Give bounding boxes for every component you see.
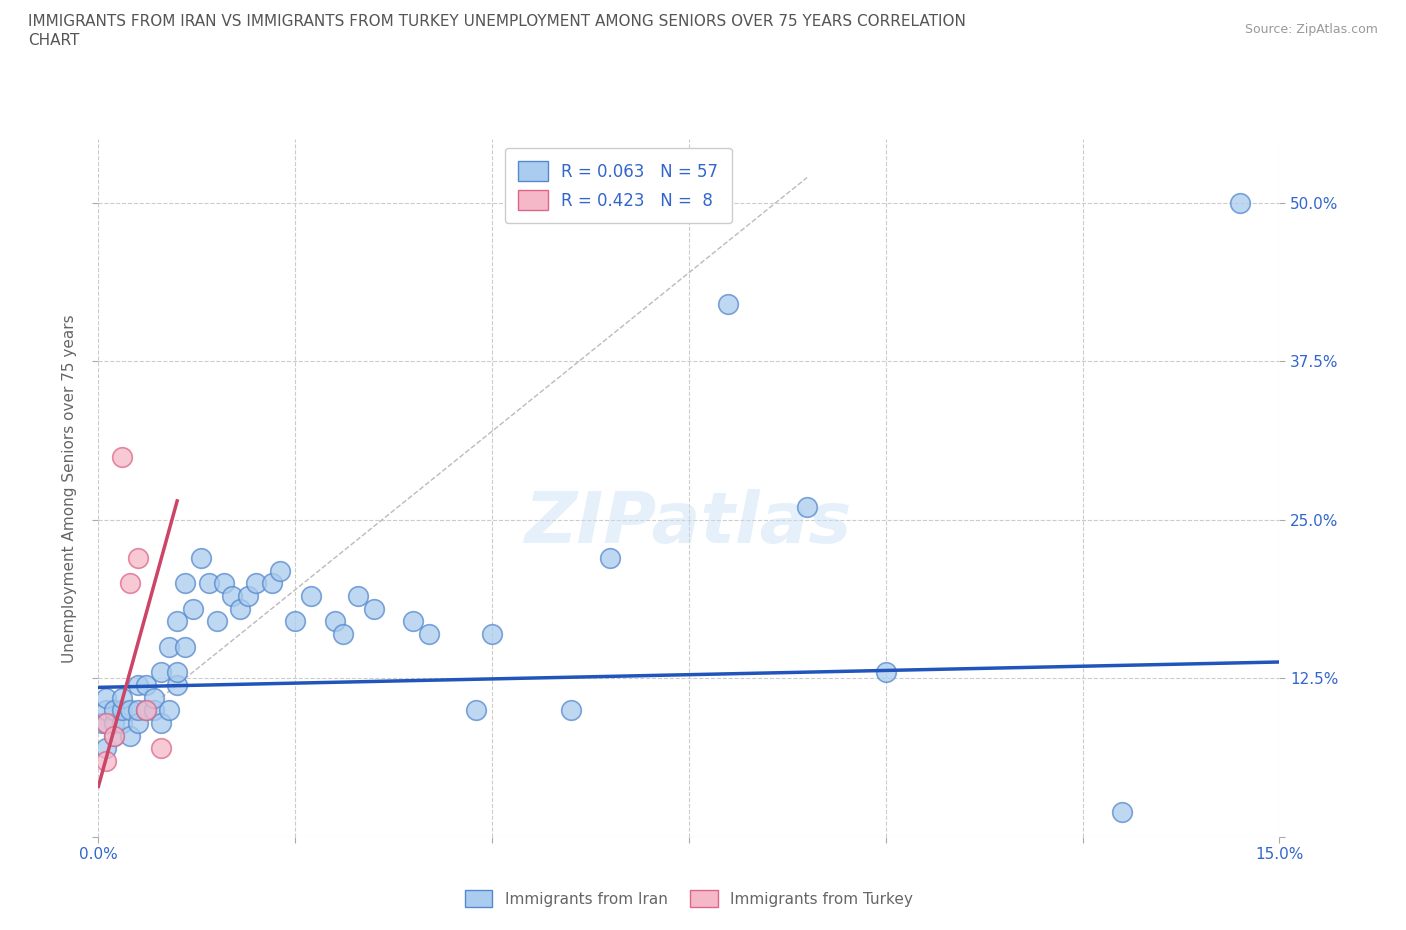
Point — [127, 677, 149, 692]
Point — [1111, 804, 1133, 819]
Point — [418, 627, 440, 642]
Point — [91, 715, 114, 730]
Point — [135, 703, 157, 718]
Text: ZIPatlas: ZIPatlas — [526, 488, 852, 558]
Point — [299, 589, 322, 604]
Point — [103, 728, 125, 743]
Point — [465, 703, 488, 718]
Point — [103, 703, 125, 718]
Point — [363, 602, 385, 617]
Point — [174, 639, 197, 654]
Point — [197, 576, 219, 591]
Point — [118, 728, 141, 743]
Point — [599, 551, 621, 565]
Point — [96, 690, 118, 705]
Point — [166, 614, 188, 629]
Point — [796, 499, 818, 514]
Point — [96, 741, 118, 756]
Point — [260, 576, 283, 591]
Point — [560, 703, 582, 718]
Point — [332, 627, 354, 642]
Point — [236, 589, 259, 604]
Text: Source: ZipAtlas.com: Source: ZipAtlas.com — [1244, 23, 1378, 36]
Point — [157, 639, 180, 654]
Point — [174, 576, 197, 591]
Text: CHART: CHART — [28, 33, 80, 47]
Point — [181, 602, 204, 617]
Point — [166, 665, 188, 680]
Point — [402, 614, 425, 629]
Point — [96, 715, 118, 730]
Point — [157, 703, 180, 718]
Point — [150, 665, 173, 680]
Point — [96, 753, 118, 768]
Text: IMMIGRANTS FROM IRAN VS IMMIGRANTS FROM TURKEY UNEMPLOYMENT AMONG SENIORS OVER 7: IMMIGRANTS FROM IRAN VS IMMIGRANTS FROM … — [28, 14, 966, 29]
Point — [96, 715, 118, 730]
Point — [135, 677, 157, 692]
Point — [103, 715, 125, 730]
Point — [1229, 195, 1251, 210]
Legend: Immigrants from Iran, Immigrants from Turkey: Immigrants from Iran, Immigrants from Tu… — [458, 884, 920, 913]
Point — [229, 602, 252, 617]
Point — [111, 690, 134, 705]
Point — [190, 551, 212, 565]
Point — [142, 690, 165, 705]
Point — [96, 703, 118, 718]
Point — [717, 297, 740, 312]
Point — [111, 715, 134, 730]
Point — [127, 551, 149, 565]
Point — [323, 614, 346, 629]
Point — [875, 665, 897, 680]
Point — [150, 741, 173, 756]
Point — [205, 614, 228, 629]
Point — [347, 589, 370, 604]
Point — [166, 677, 188, 692]
Point — [481, 627, 503, 642]
Y-axis label: Unemployment Among Seniors over 75 years: Unemployment Among Seniors over 75 years — [62, 314, 77, 662]
Point — [118, 703, 141, 718]
Point — [214, 576, 236, 591]
Point — [269, 564, 291, 578]
Point — [111, 449, 134, 464]
Point — [245, 576, 267, 591]
Point — [150, 715, 173, 730]
Point — [135, 703, 157, 718]
Point — [284, 614, 307, 629]
Point — [127, 703, 149, 718]
Point — [103, 728, 125, 743]
Point — [127, 715, 149, 730]
Point — [142, 703, 165, 718]
Point — [111, 703, 134, 718]
Point — [221, 589, 243, 604]
Point — [118, 576, 141, 591]
